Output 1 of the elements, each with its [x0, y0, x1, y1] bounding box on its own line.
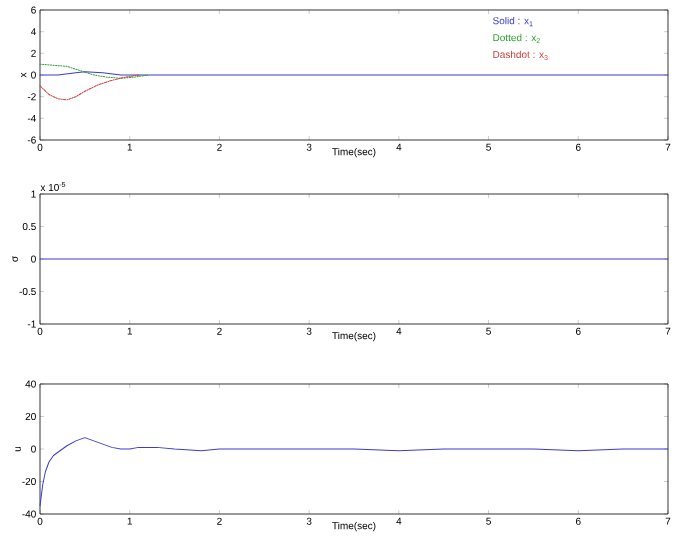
line-series	[39, 74, 140, 101]
